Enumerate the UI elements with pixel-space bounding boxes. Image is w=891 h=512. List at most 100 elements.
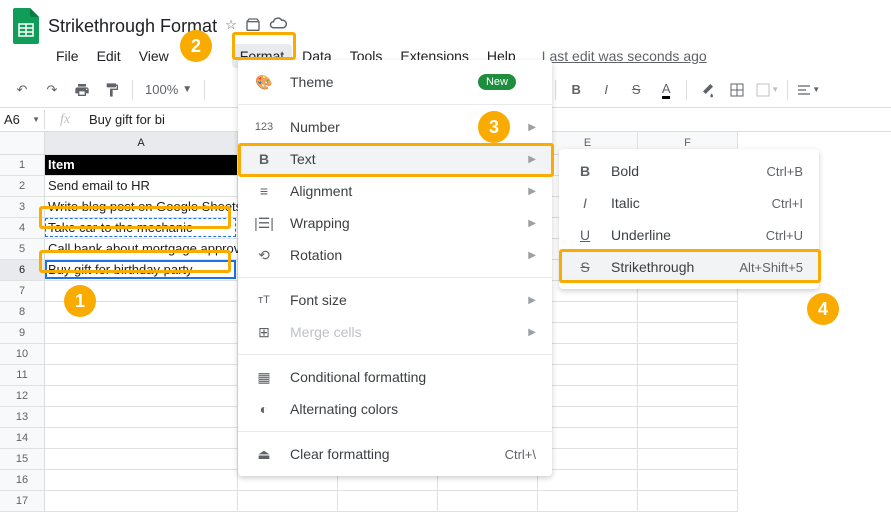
- cell[interactable]: [45, 365, 238, 386]
- menu-theme[interactable]: 🎨 Theme New: [238, 66, 552, 98]
- name-box[interactable]: A6▼: [0, 110, 45, 129]
- menu-rotation[interactable]: ⟲ Rotation ▶: [238, 239, 552, 271]
- cell[interactable]: [538, 386, 638, 407]
- submenu-arrow-icon: ▶: [528, 122, 536, 133]
- cell[interactable]: [45, 344, 238, 365]
- bold-icon[interactable]: B: [562, 76, 590, 104]
- row-header[interactable]: 2: [0, 176, 44, 197]
- cell[interactable]: [538, 365, 638, 386]
- borders-icon[interactable]: [723, 76, 751, 104]
- fx-icon: fx: [45, 112, 85, 128]
- cell[interactable]: [538, 302, 638, 323]
- cell[interactable]: [538, 428, 638, 449]
- cell[interactable]: [45, 449, 238, 470]
- row-header[interactable]: 17: [0, 491, 44, 512]
- redo-icon[interactable]: ↷: [38, 76, 66, 104]
- menu-merge[interactable]: ⊞ Merge cells ▶: [238, 316, 552, 348]
- cell[interactable]: [45, 386, 238, 407]
- cell[interactable]: Take car to the mechanic: [45, 218, 238, 239]
- cell[interactable]: [638, 407, 738, 428]
- row-header[interactable]: 15: [0, 449, 44, 470]
- step-badge: 2: [180, 30, 212, 62]
- row-header[interactable]: 6: [0, 260, 44, 281]
- row-header[interactable]: 9: [0, 323, 44, 344]
- menu-file[interactable]: File: [48, 44, 87, 68]
- menu-underline[interactable]: U Underline Ctrl+U: [559, 219, 819, 251]
- menu-edit[interactable]: Edit: [89, 44, 129, 68]
- cell[interactable]: [45, 491, 238, 512]
- alternating-icon: ◐: [254, 401, 274, 417]
- submenu-arrow-icon: ▶: [528, 218, 536, 229]
- menu-clear[interactable]: ⏏ Clear formatting Ctrl+\: [238, 438, 552, 470]
- cell[interactable]: [538, 407, 638, 428]
- row-header[interactable]: 13: [0, 407, 44, 428]
- row-header[interactable]: 8: [0, 302, 44, 323]
- menu-conditional[interactable]: ▦ Conditional formatting: [238, 361, 552, 393]
- paint-format-icon[interactable]: [98, 76, 126, 104]
- cell[interactable]: [538, 470, 638, 491]
- cell[interactable]: [638, 386, 738, 407]
- menu-bold[interactable]: B Bold Ctrl+B: [559, 155, 819, 187]
- align-icon[interactable]: ▼: [794, 76, 822, 104]
- row-header[interactable]: 4: [0, 218, 44, 239]
- row-header[interactable]: 11: [0, 365, 44, 386]
- row-header[interactable]: 5: [0, 239, 44, 260]
- row-header[interactable]: 14: [0, 428, 44, 449]
- cell[interactable]: [638, 470, 738, 491]
- merge-icon[interactable]: ▼: [753, 76, 781, 104]
- cell[interactable]: [538, 491, 638, 512]
- text-color-icon[interactable]: A: [652, 76, 680, 104]
- select-all-corner[interactable]: [0, 132, 45, 155]
- last-edit-link[interactable]: Last edit was seconds ago: [542, 48, 707, 64]
- cell[interactable]: [638, 323, 738, 344]
- undo-icon[interactable]: ↶: [8, 76, 36, 104]
- zoom-select[interactable]: 100%▼: [139, 82, 198, 97]
- cell[interactable]: [638, 302, 738, 323]
- menu-wrapping[interactable]: |☰| Wrapping ▶: [238, 207, 552, 239]
- row-header[interactable]: 3: [0, 197, 44, 218]
- cell[interactable]: [638, 428, 738, 449]
- italic-icon[interactable]: I: [592, 76, 620, 104]
- row-header[interactable]: 12: [0, 386, 44, 407]
- step-badge: 4: [807, 293, 839, 325]
- col-header[interactable]: A: [45, 132, 238, 155]
- cell[interactable]: [538, 344, 638, 365]
- cell[interactable]: [638, 449, 738, 470]
- menu-italic[interactable]: I Italic Ctrl+I: [559, 187, 819, 219]
- cell[interactable]: [438, 491, 538, 512]
- cell[interactable]: [638, 365, 738, 386]
- print-icon[interactable]: [68, 76, 96, 104]
- sheets-logo[interactable]: [8, 8, 44, 44]
- cloud-icon[interactable]: [269, 17, 287, 36]
- cell[interactable]: Write blog post on Google Sheets: [45, 197, 238, 218]
- cell[interactable]: [538, 323, 638, 344]
- menu-view[interactable]: View: [131, 44, 177, 68]
- cell[interactable]: [45, 470, 238, 491]
- move-icon[interactable]: [245, 17, 261, 36]
- fill-color-icon[interactable]: [693, 76, 721, 104]
- row-header[interactable]: 10: [0, 344, 44, 365]
- menu-text[interactable]: B Text ▶: [238, 143, 552, 175]
- cell[interactable]: [238, 491, 338, 512]
- cell[interactable]: Call bank about mortgage approval: [45, 239, 238, 260]
- menu-strikethrough[interactable]: S Strikethrough Alt+Shift+5: [559, 251, 819, 283]
- menu-fontsize[interactable]: тT Font size ▶: [238, 284, 552, 316]
- star-icon[interactable]: ☆: [225, 17, 237, 36]
- cell[interactable]: [45, 323, 238, 344]
- menu-alignment[interactable]: ≡ Alignment ▶: [238, 175, 552, 207]
- cell[interactable]: Item: [45, 155, 238, 176]
- cell[interactable]: Buy gift for birthday party: [45, 260, 238, 281]
- row-header[interactable]: 1: [0, 155, 44, 176]
- cell[interactable]: Send email to HR: [45, 176, 238, 197]
- menu-alternating[interactable]: ◐ Alternating colors: [238, 393, 552, 425]
- row-header[interactable]: 7: [0, 281, 44, 302]
- cell[interactable]: [338, 491, 438, 512]
- cell[interactable]: [538, 449, 638, 470]
- strikethrough-icon[interactable]: S: [622, 76, 650, 104]
- bold-icon: B: [254, 151, 274, 167]
- cell[interactable]: [638, 344, 738, 365]
- cell[interactable]: [45, 428, 238, 449]
- row-header[interactable]: 16: [0, 470, 44, 491]
- cell[interactable]: [45, 407, 238, 428]
- cell[interactable]: [638, 491, 738, 512]
